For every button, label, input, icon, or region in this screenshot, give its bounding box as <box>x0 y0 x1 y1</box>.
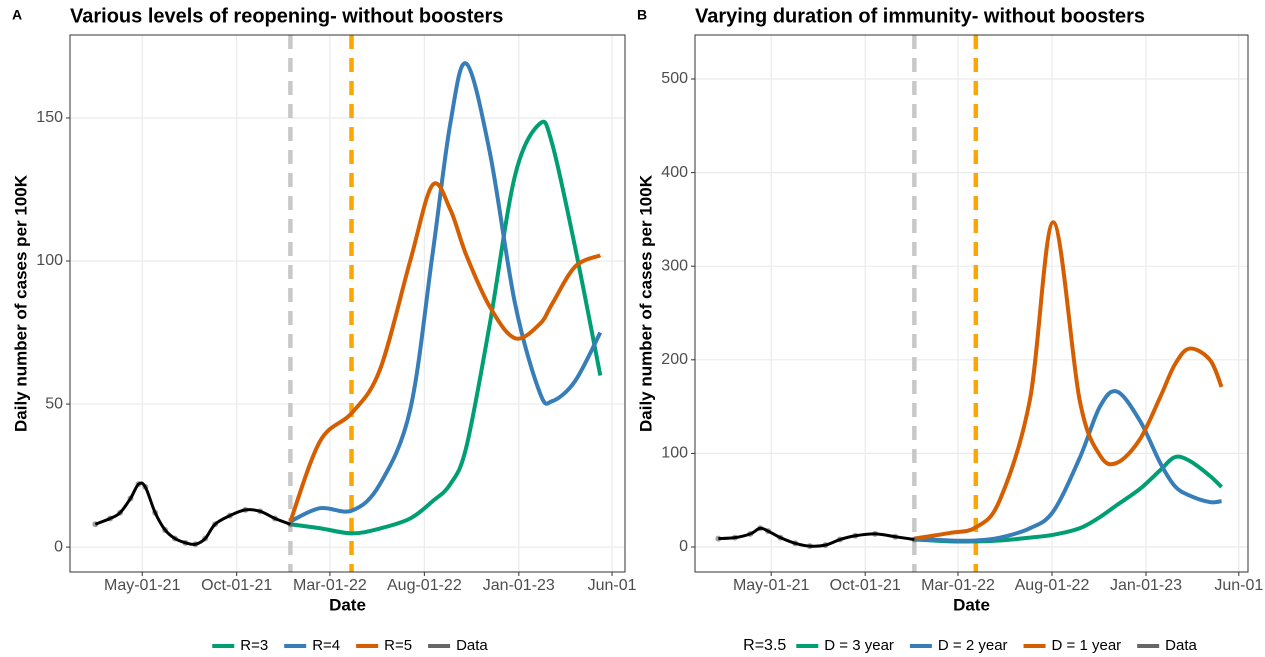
legend-label: D = 2 year <box>938 637 1008 654</box>
y-tick-label: 0 <box>54 538 63 555</box>
y-tick-label: 100 <box>36 252 63 269</box>
x-tick-label: Oct-01-21 <box>830 577 901 594</box>
x-tick-label: Jun-01 <box>588 577 637 594</box>
legend: R=3 R=4 R=5 Data <box>212 637 488 654</box>
legend-label: Data <box>1165 637 1197 654</box>
plot-border <box>69 34 626 573</box>
series-line <box>914 220 1224 541</box>
data-line <box>94 481 291 546</box>
y-tick-label: 300 <box>661 257 688 274</box>
y-axis-title: Daily number of cases per 100K <box>11 174 30 432</box>
plot-background <box>70 35 625 572</box>
panel-label: B <box>637 7 647 23</box>
y-tick-label: 0 <box>679 538 688 555</box>
legend-label: D = 3 year <box>824 637 894 654</box>
panel: B Varying duration of immunity- without b… <box>636 5 1263 654</box>
plot-border <box>694 34 1249 573</box>
series-line <box>290 119 603 536</box>
legend-label: R=5 <box>384 637 412 654</box>
x-axis-title: Date <box>953 595 990 614</box>
legend: R=3.5 D = 3 year D = 2 year D = 1 year Data <box>743 637 1197 654</box>
x-tick-label: Jan-01-23 <box>1110 577 1182 594</box>
series-line <box>289 61 603 524</box>
legend-label: Data <box>456 637 488 654</box>
x-tick-label: Jan-01-23 <box>483 577 555 594</box>
x-tick-label: Oct-01-21 <box>201 577 272 594</box>
legend-title: R=3.5 <box>743 637 786 654</box>
chart-title: Various levels of reopening- without boo… <box>70 5 503 27</box>
series-line <box>288 181 602 523</box>
y-tick-label: 150 <box>36 109 63 126</box>
y-tick-label: 200 <box>661 351 688 368</box>
data-line <box>718 526 915 548</box>
y-tick-label: 50 <box>45 395 63 412</box>
x-tick-label: May-01-21 <box>104 577 181 594</box>
x-tick-label: Aug-01-22 <box>387 577 462 594</box>
panel: A Various levels of reopening- without bo… <box>11 5 636 654</box>
x-tick-label: May-01-21 <box>733 577 810 594</box>
x-tick-label: Aug-01-22 <box>1015 577 1090 594</box>
series-line <box>914 389 1222 543</box>
y-tick-label: 100 <box>661 445 688 462</box>
x-axis-title: Date <box>329 595 366 614</box>
x-tick-label: Mar-01-22 <box>293 577 367 594</box>
chart-title: Varying duration of immunity- without bo… <box>695 5 1145 27</box>
y-tick-label: 400 <box>661 164 688 181</box>
y-tick-label: 500 <box>661 70 688 87</box>
y-axis-title: Daily number of cases per 100K <box>636 174 655 432</box>
x-tick-label: Mar-01-22 <box>921 577 995 594</box>
plot-background <box>695 35 1248 572</box>
x-tick-label: Jun-01 <box>1214 577 1263 594</box>
legend-label: R=3 <box>240 637 268 654</box>
legend-label: R=4 <box>312 637 340 654</box>
panel-label: A <box>12 7 22 23</box>
legend-label: D = 1 year <box>1052 637 1122 654</box>
